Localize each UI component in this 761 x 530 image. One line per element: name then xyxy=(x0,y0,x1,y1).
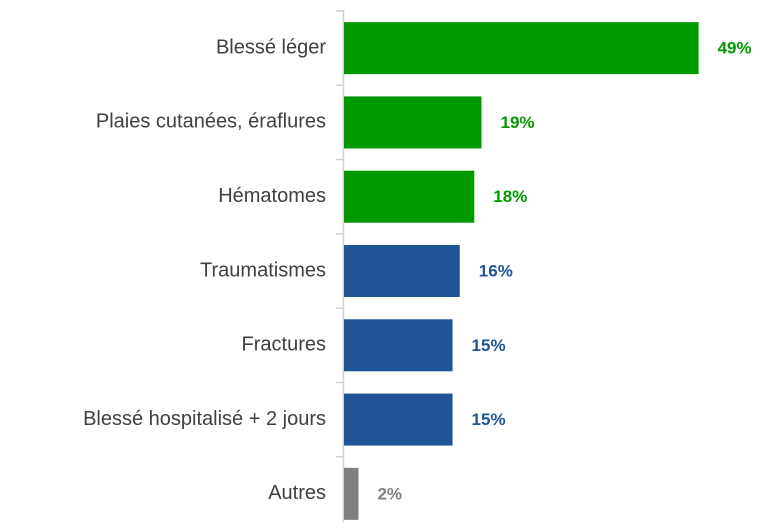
category-label: Blessé hospitalisé + 2 jours xyxy=(83,408,326,430)
category-label: Hématomes xyxy=(218,185,326,207)
value-label: 49% xyxy=(718,39,752,58)
bar xyxy=(344,170,475,223)
category-label: Blessé léger xyxy=(216,36,326,58)
value-label: 15% xyxy=(472,410,506,429)
value-label: 2% xyxy=(377,484,402,503)
bar xyxy=(344,96,482,149)
bar xyxy=(344,22,699,75)
value-label: 15% xyxy=(472,336,506,355)
category-label: Autres xyxy=(268,482,326,504)
value-label: 16% xyxy=(479,261,513,280)
bar xyxy=(344,467,359,520)
category-label: Traumatismes xyxy=(200,259,326,281)
value-label: 19% xyxy=(500,113,534,132)
bar xyxy=(344,245,460,297)
bar xyxy=(344,393,453,446)
category-label: Plaies cutanées, éraflures xyxy=(96,111,326,133)
value-label: 18% xyxy=(493,187,527,206)
bar xyxy=(344,319,453,372)
category-label: Fractures xyxy=(242,334,326,356)
